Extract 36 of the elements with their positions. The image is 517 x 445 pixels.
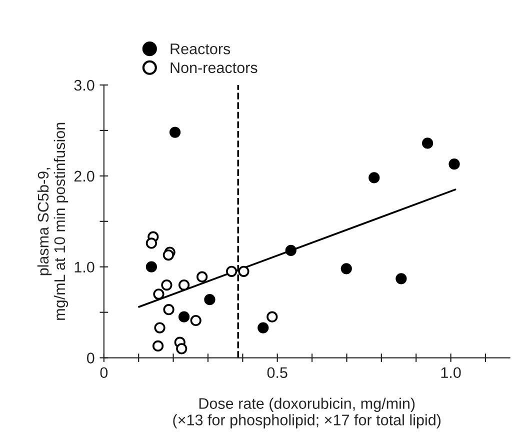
legend-label: Non-reactors <box>170 62 258 74</box>
y-tick-label: 2.0 <box>74 170 94 182</box>
point <box>146 238 157 249</box>
point <box>285 244 296 256</box>
point <box>196 271 208 282</box>
point <box>146 261 157 272</box>
x-axis-title: Dose rate (doxorubicin, mg/min) (×13 for phospholipid; ×17 for total lipid) <box>173 398 441 428</box>
point <box>161 279 172 291</box>
point <box>178 311 190 322</box>
x-tick-label: 1.0 <box>441 367 461 378</box>
point <box>162 249 174 261</box>
x-tick-label: 0 <box>100 367 108 378</box>
point <box>448 158 460 170</box>
point <box>163 304 174 316</box>
point <box>258 322 269 334</box>
point <box>340 263 352 274</box>
point <box>169 126 181 138</box>
y-axis-title: plasma SC5b-9, mg/mL at 10 min postinfusion <box>37 122 68 320</box>
point <box>238 266 250 277</box>
y-tick-label: 0 <box>86 352 94 364</box>
legend-label: Reactors <box>170 44 230 54</box>
point <box>176 343 188 354</box>
point <box>152 340 164 352</box>
point <box>154 322 166 334</box>
point <box>368 172 380 184</box>
point <box>153 288 164 300</box>
point <box>422 138 434 149</box>
point <box>204 294 216 306</box>
x-tick-label: 0.5 <box>267 367 288 378</box>
point <box>178 279 190 291</box>
point <box>396 273 407 284</box>
y-tick-label: 3.0 <box>74 80 94 91</box>
y-tick-label: 1.0 <box>74 262 94 273</box>
point <box>266 311 278 322</box>
point <box>226 266 238 277</box>
point <box>190 314 202 326</box>
